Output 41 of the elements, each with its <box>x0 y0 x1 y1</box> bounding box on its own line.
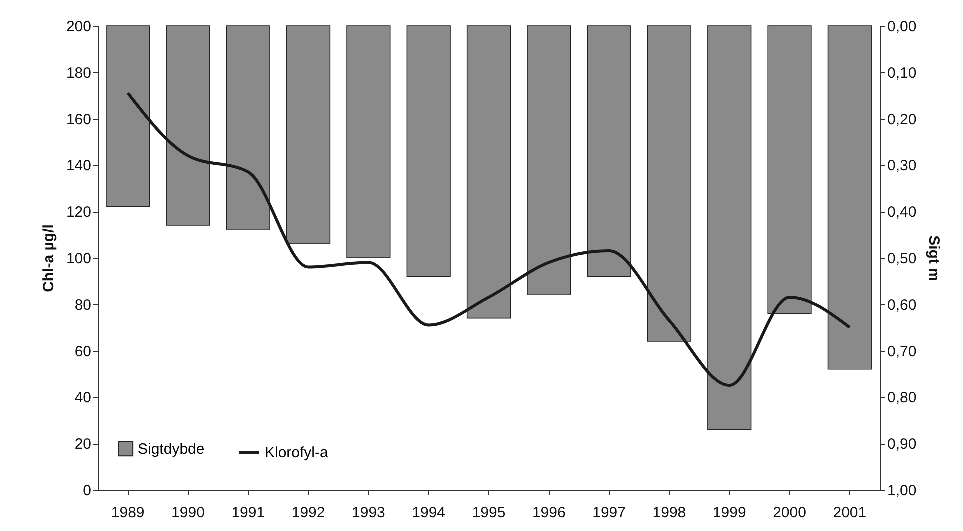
bar <box>346 26 391 258</box>
y2-axis-title: Sigt m <box>926 236 943 282</box>
y-tick-label: 60 <box>74 343 92 360</box>
x-tick-label: 1999 <box>712 504 746 522</box>
x-tick-label: 2001 <box>833 504 867 522</box>
x-tick-label: 1990 <box>172 504 205 522</box>
y2-tick-label: 0,50 <box>888 250 917 268</box>
y-tick-label: 200 <box>66 18 92 36</box>
x-tick-label: 1995 <box>472 504 506 522</box>
y-tick-label: 80 <box>74 296 92 314</box>
x-tick-label: 1992 <box>292 504 326 522</box>
y-tick-label: 120 <box>66 204 92 222</box>
y2-tick-label: 0,70 <box>888 343 917 360</box>
x-tick-label: 1991 <box>232 504 266 522</box>
y2-tick-label: 1,00 <box>888 482 917 500</box>
y-tick-label: 100 <box>66 250 92 268</box>
x-tick-label: 1996 <box>532 504 566 522</box>
bar <box>406 26 451 277</box>
x-tick-label: 1993 <box>352 504 386 522</box>
legend-label: Sigtdybde <box>138 441 205 458</box>
y2-tick-label: 0,90 <box>888 436 917 454</box>
y-axis-title: Chl-a µg/l <box>40 224 58 292</box>
legend-label: Klorofyl-a <box>265 444 330 462</box>
y2-tick-label: 0,00 <box>888 18 917 36</box>
x-tick-label: 2000 <box>773 504 806 522</box>
y-tick-label: 140 <box>66 158 92 175</box>
y2-tick-label: 0,60 <box>888 296 917 314</box>
x-tick-label: 1994 <box>412 504 446 522</box>
y2-tick-label: 0,80 <box>888 390 917 407</box>
x-tick-label: 1989 <box>111 504 145 522</box>
y2-tick-label: 0,40 <box>888 204 917 222</box>
y-tick-label: 0 <box>83 482 92 500</box>
y-tick-label: 160 <box>66 111 92 128</box>
y2-tick-label: 0,20 <box>888 111 917 128</box>
y2-tick-label: 0,10 <box>888 64 917 82</box>
x-tick-label: 1998 <box>652 504 686 522</box>
y-tick-label: 20 <box>74 436 92 454</box>
y-tick-label: 180 <box>66 64 92 82</box>
y2-tick-label: 0,30 <box>888 158 917 175</box>
y-tick-label: 40 <box>74 390 92 407</box>
x-tick-label: 1997 <box>592 504 626 522</box>
